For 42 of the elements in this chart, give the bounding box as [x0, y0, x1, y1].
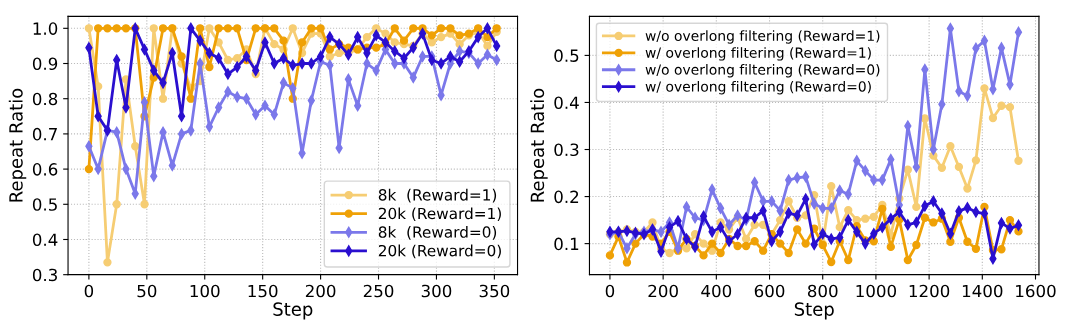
y-tick-label: 1.0: [33, 22, 58, 35]
x-tick-label: 200: [648, 284, 678, 298]
x-axis-title: Step: [273, 302, 313, 320]
y-tick-label: 0.4: [32, 233, 58, 247]
x-tick-label: 0: [605, 284, 615, 298]
y-tick-label: 0.7: [32, 127, 57, 141]
y-tick-label: 0.6: [32, 163, 58, 176]
x-tick-label: 0: [84, 284, 94, 298]
legend-label: w/ overlong filtering (Reward=0): [645, 80, 871, 95]
legend-label: 8k (Reward=1): [378, 188, 497, 203]
x-tick-label: 400: [701, 284, 732, 298]
legend-label: w/ overlong filtering (Reward=1): [645, 47, 871, 61]
y-tick-label: 0.4: [554, 96, 579, 110]
legend-label: w/o overlong filtering (Reward=0): [645, 64, 880, 78]
legend-label: 20k (Reward=1): [378, 207, 501, 222]
x-tick-label: 1400: [962, 284, 1003, 298]
y-tick-label: 0.9: [32, 57, 58, 71]
x-axis-title: Step: [794, 302, 834, 320]
x-tick-label: 350: [479, 284, 510, 298]
y-tick-label: 0.5: [554, 49, 579, 62]
y-tick-label: 0.3: [554, 143, 579, 157]
y-axis-title: Repeat Ratio: [530, 88, 548, 202]
y-tick-label: 0.2: [554, 190, 579, 204]
legend-label: 8k (Reward=0): [378, 226, 497, 240]
y-tick-label: 0.3: [32, 268, 57, 282]
x-tick-label: 200: [305, 284, 336, 298]
x-tick-label: 300: [421, 284, 452, 298]
x-tick-label: 800: [807, 284, 838, 298]
x-tick-label: 1600: [1016, 284, 1056, 298]
legend-label: w/o overlong filtering (Reward=1): [645, 30, 880, 44]
x-tick-label: 1200: [909, 284, 950, 298]
y-tick-label: 0.8: [32, 92, 58, 106]
x-tick-label: 100: [190, 284, 220, 298]
x-tick-label: 600: [754, 284, 785, 298]
x-tick-label: 1000: [856, 284, 897, 298]
y-axis-title: Repeat Ratio: [8, 88, 27, 202]
y-tick-label: 0.1: [554, 237, 579, 251]
y-tick-label: 0.5: [32, 198, 57, 211]
x-tick-label: 50: [137, 284, 157, 298]
x-tick-label: 250: [363, 284, 394, 298]
legend-label: 20k (Reward=0): [378, 244, 501, 259]
x-tick-label: 150: [248, 284, 278, 298]
